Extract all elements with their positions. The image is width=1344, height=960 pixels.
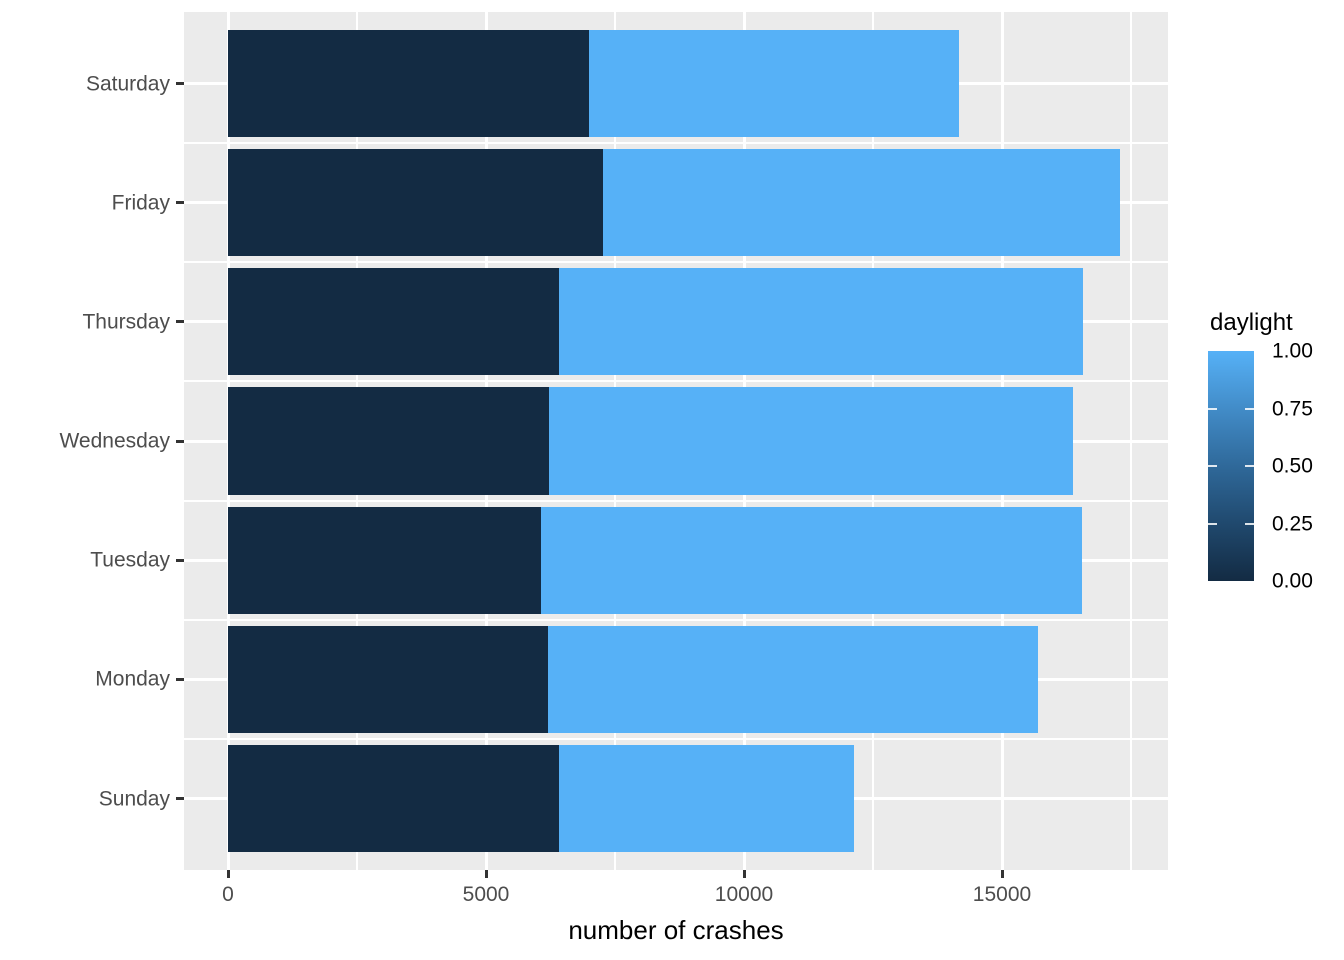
y-tick-label-wednesday: Wednesday xyxy=(59,429,170,453)
y-tick-label-tuesday: Tuesday xyxy=(90,548,170,572)
gridline-minor-y xyxy=(184,499,1168,502)
x-tick-mark xyxy=(1000,870,1004,878)
gridline-minor-y xyxy=(184,737,1168,740)
bar-segment-wednesday-light xyxy=(548,387,1074,495)
colorbar-tick-mark xyxy=(1245,465,1254,467)
bar-segment-tuesday-light xyxy=(541,506,1082,614)
y-tick-label-friday: Friday xyxy=(111,191,170,215)
y-tick-label-thursday: Thursday xyxy=(82,310,170,334)
y-tick-mark xyxy=(176,558,184,562)
y-tick-mark xyxy=(176,797,184,800)
bar-segment-friday-light xyxy=(603,149,1121,257)
colorbar-tick-mark xyxy=(1245,522,1254,525)
legend-label: 1.00 xyxy=(1272,339,1313,363)
bar-segment-monday-dark xyxy=(228,625,548,733)
y-tick-mark xyxy=(176,201,184,205)
gridline-minor-y xyxy=(184,142,1168,145)
x-tick-label: 0 xyxy=(222,883,234,906)
legend-label: 0.50 xyxy=(1272,454,1313,478)
bar-segment-saturday-light xyxy=(589,29,960,138)
x-tick-mark xyxy=(226,870,230,878)
x-tick-label: 10000 xyxy=(714,883,774,906)
legend-label: 0.75 xyxy=(1272,397,1313,420)
gridline-minor-y xyxy=(184,261,1168,264)
legend-title: daylight xyxy=(1210,309,1293,336)
bar-segment-saturday-dark xyxy=(228,29,590,138)
y-tick-label-monday: Monday xyxy=(95,667,170,691)
bar-segment-sunday-light xyxy=(558,744,854,853)
y-tick-mark xyxy=(176,82,184,85)
x-tick-mark xyxy=(742,870,746,878)
plot-panel xyxy=(184,12,1168,870)
bar-segment-tuesday-dark xyxy=(228,506,542,614)
x-tick-label: 5000 xyxy=(462,883,510,906)
legend-label: 0.00 xyxy=(1272,569,1313,593)
bar-segment-monday-light xyxy=(547,625,1039,733)
y-tick-mark xyxy=(176,677,184,681)
bar-segment-sunday-dark xyxy=(228,744,559,853)
gridline-minor-y xyxy=(184,618,1168,621)
colorbar-tick-mark xyxy=(1208,465,1217,467)
bar-segment-thursday-light xyxy=(559,268,1083,376)
bar-segment-wednesday-dark xyxy=(228,387,549,495)
y-tick-label-saturday: Saturday xyxy=(85,72,170,95)
y-tick-mark xyxy=(176,320,184,324)
bar-segment-thursday-dark xyxy=(228,268,560,376)
x-axis-title: number of crashes xyxy=(568,915,784,945)
legend-label: 0.25 xyxy=(1272,512,1313,535)
x-tick-label: 15000 xyxy=(972,883,1032,906)
y-tick-label-sunday: Sunday xyxy=(98,787,170,810)
colorbar-tick-mark xyxy=(1245,407,1254,410)
gridline-minor-y xyxy=(184,380,1168,383)
colorbar-tick-mark xyxy=(1208,407,1217,410)
y-tick-mark xyxy=(176,439,184,443)
bar-segment-friday-dark xyxy=(228,149,604,257)
x-tick-mark xyxy=(484,870,488,878)
colorbar-tick-mark xyxy=(1208,522,1217,525)
